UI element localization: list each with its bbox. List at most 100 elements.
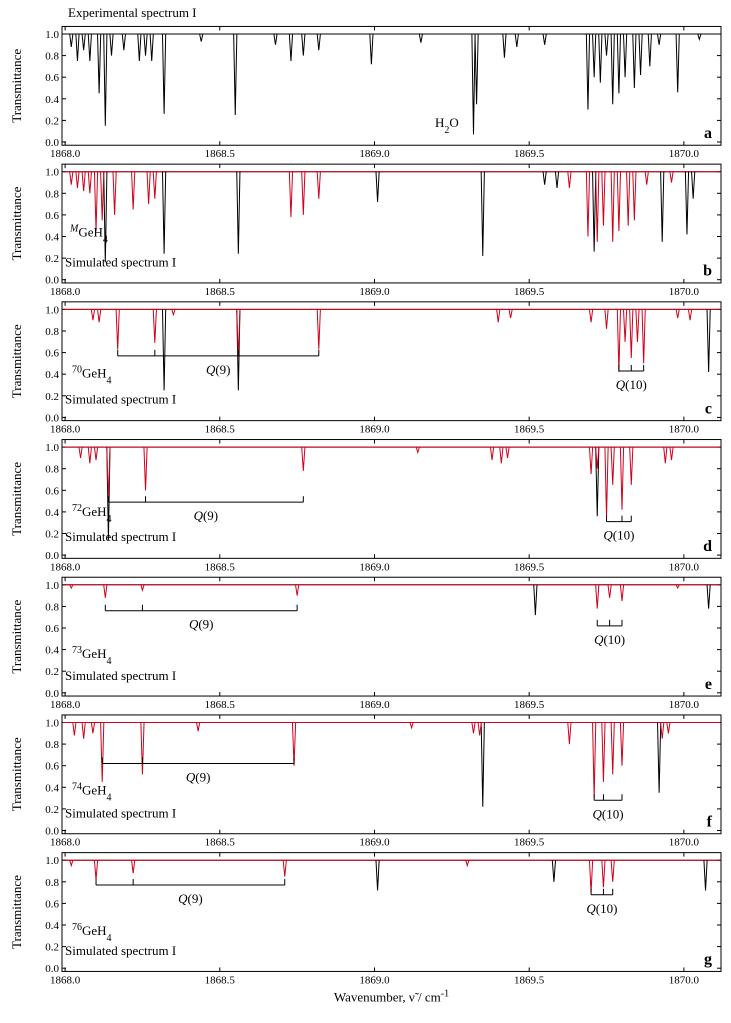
y-tick-label: 0.0	[45, 826, 59, 838]
absorption-line	[551, 860, 557, 882]
y-tick-label: 0.4	[45, 920, 59, 932]
x-tick-label: 1868.0	[50, 286, 81, 298]
absorption-line	[316, 33, 321, 51]
annotation: Simulated spectrum I	[65, 529, 176, 544]
panel-letter: b	[703, 263, 712, 280]
y-tick-label: 0.2	[45, 253, 59, 265]
text-part: Q	[186, 770, 196, 785]
annotation: 73GeH4	[72, 644, 112, 666]
absorption-line	[595, 447, 600, 469]
absorption-line	[588, 309, 594, 323]
absorption-line	[81, 722, 86, 739]
absorption-line	[418, 33, 423, 43]
x-tick-label: 1868.5	[205, 286, 236, 298]
y-tick-label: 0.6	[45, 210, 59, 222]
text-part: Q	[586, 901, 596, 916]
x-tick-label: 1868.5	[205, 974, 236, 986]
text-part: Simulated spectrum I	[65, 529, 176, 544]
absorption-line	[619, 584, 625, 602]
absorption-line	[196, 722, 201, 732]
absorption-line	[697, 33, 702, 42]
absorption-line	[93, 171, 99, 232]
y-axis-label: Transmittance	[9, 49, 24, 123]
y-tick-label: 1.0	[45, 442, 59, 454]
y-tick-label: 0.0	[45, 963, 59, 975]
absorption-line	[273, 33, 278, 45]
text-part: Simulated spectrum I	[65, 255, 176, 270]
absorption-line	[629, 447, 634, 485]
absorption-line	[103, 171, 108, 263]
absorption-line	[703, 860, 708, 891]
absorption-line	[161, 171, 167, 254]
absorption-line	[669, 171, 674, 183]
text-part: (10)	[596, 901, 618, 916]
text-part: O	[449, 115, 458, 130]
text-part: Q	[594, 632, 604, 647]
absorption-line	[72, 722, 77, 736]
plot-frame	[61, 25, 722, 146]
absorption-line	[295, 584, 300, 596]
x-tick-label: 1870.0	[669, 699, 700, 711]
absorption-line	[75, 33, 80, 62]
absorption-line	[301, 447, 306, 471]
y-tick-label: 1.0	[45, 855, 59, 867]
text-part: 4	[107, 514, 112, 525]
annotation: Simulated spectrum I	[65, 806, 176, 821]
x-tick-label: 1868.0	[50, 148, 81, 160]
y-tick-label: 1.0	[45, 29, 59, 41]
plot-frame	[61, 852, 722, 972]
absorption-line	[657, 722, 662, 793]
y-tick-label: 0.4	[45, 645, 59, 657]
y-tick-label: 0.8	[45, 51, 59, 63]
x-tick-label: 1869.0	[359, 424, 390, 436]
branch-label: Q(10)	[593, 806, 624, 821]
x-tick-label: 1869.0	[359, 699, 390, 711]
absorption-line	[496, 309, 501, 323]
y-tick-label: 0.8	[45, 739, 59, 751]
x-tick-label: 1868.5	[205, 424, 236, 436]
plot-frame	[61, 576, 722, 697]
absorption-line	[471, 33, 476, 135]
annotation: 72GeH4	[72, 503, 112, 525]
x-tick-label: 1870.0	[669, 148, 700, 160]
annotation: Simulated spectrum I	[65, 668, 176, 683]
absorption-line	[533, 584, 538, 616]
absorption-line	[474, 33, 479, 105]
text-part: Q	[603, 528, 613, 543]
absorption-line	[152, 171, 157, 199]
absorption-line	[465, 860, 470, 868]
plot-frame	[61, 439, 722, 559]
absorption-line	[595, 447, 600, 517]
absorption-line	[592, 33, 597, 78]
absorption-line	[604, 33, 609, 56]
absorption-line	[97, 33, 102, 94]
text-part: Wavenumber, ν̃ / cm	[334, 989, 441, 1004]
x-tick-label: 1869.5	[514, 974, 545, 986]
text-part: Experimental spectrum I	[68, 5, 197, 20]
absorption-line	[706, 309, 711, 373]
text-part: 73	[72, 644, 82, 655]
absorption-line	[601, 171, 606, 226]
absorption-line	[316, 309, 321, 350]
absorption-line	[69, 33, 74, 48]
absorption-line	[542, 171, 547, 185]
text-part: Q	[194, 508, 204, 523]
absorption-line	[375, 860, 380, 891]
absorption-line	[288, 33, 294, 62]
y-axis-label: Transmittance	[9, 324, 24, 398]
absorption-line	[666, 722, 671, 734]
absorption-line	[616, 309, 622, 373]
absorption-line	[629, 309, 634, 359]
x-tick-label: 1868.0	[50, 699, 81, 711]
y-axis-label: Transmittance	[9, 599, 24, 673]
text-part: Q	[616, 377, 626, 392]
absorption-line	[622, 309, 628, 342]
y-tick-label: 0.4	[45, 94, 59, 106]
absorption-line	[199, 33, 204, 42]
absorption-line	[87, 171, 92, 194]
text-part: 4	[107, 375, 112, 386]
absorption-line	[706, 584, 711, 609]
absorption-line	[477, 722, 482, 736]
x-tick-label: 1869.5	[514, 148, 545, 160]
x-tick-label: 1869.0	[359, 148, 390, 160]
